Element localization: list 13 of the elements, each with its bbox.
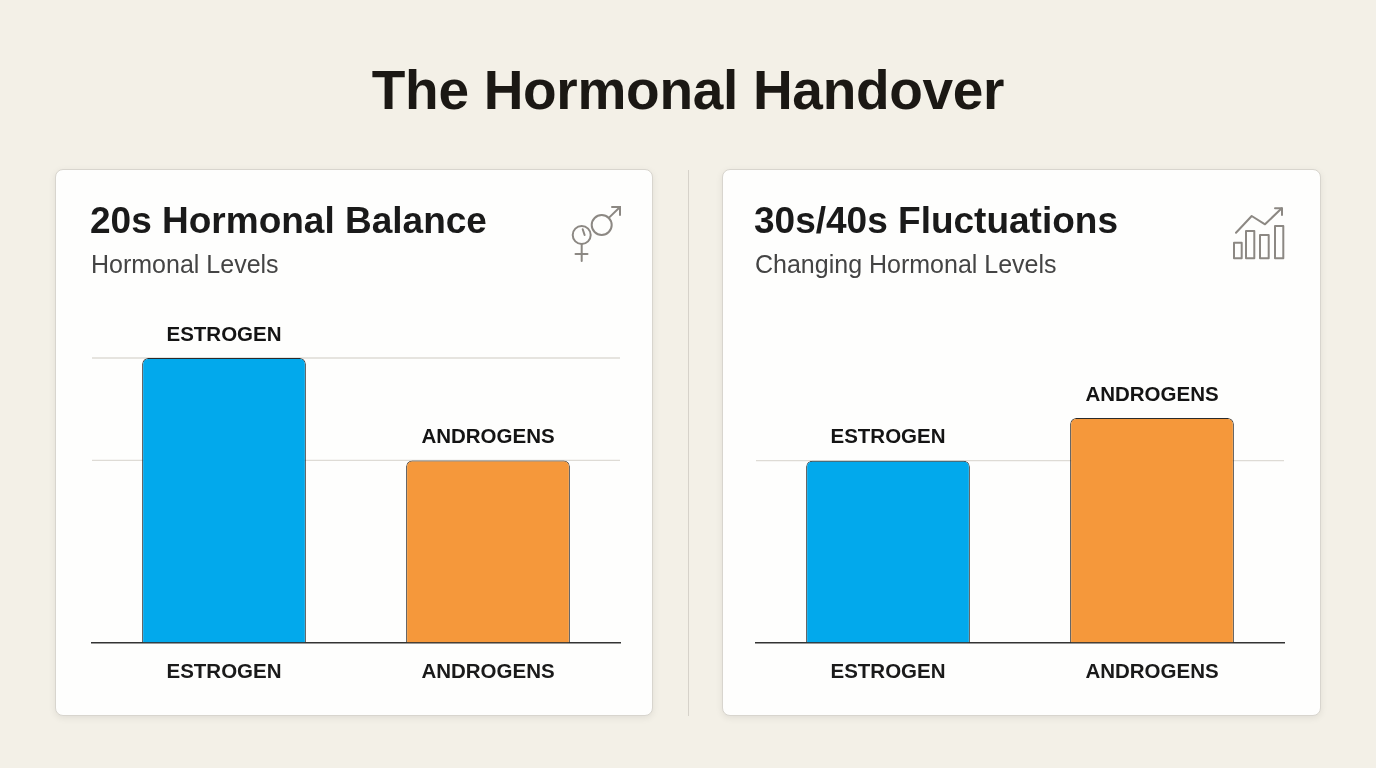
chart-subtitle: Hormonal Levels (91, 249, 279, 279)
chart-title: 20s Hormonal Balance (90, 199, 487, 243)
x-tick-label: ESTROGEN (830, 659, 946, 683)
text: The Hormonal Handover (370, 58, 1006, 123)
annotation: ESTROGEN (166, 321, 282, 345)
chart-subtitle: Changing Hormonal Levels (755, 249, 1057, 279)
chart-title: 30s/40s Fluctuations (754, 199, 1118, 243)
x-tick-label: ANDROGENS (421, 659, 555, 683)
annotation: ANDROGENS (421, 424, 555, 448)
annotation: ESTROGEN (830, 424, 946, 448)
annotation: ANDROGENS (1085, 381, 1219, 405)
x-tick-label: ANDROGENS (1085, 659, 1219, 683)
x-tick-label: ESTROGEN (166, 659, 282, 683)
